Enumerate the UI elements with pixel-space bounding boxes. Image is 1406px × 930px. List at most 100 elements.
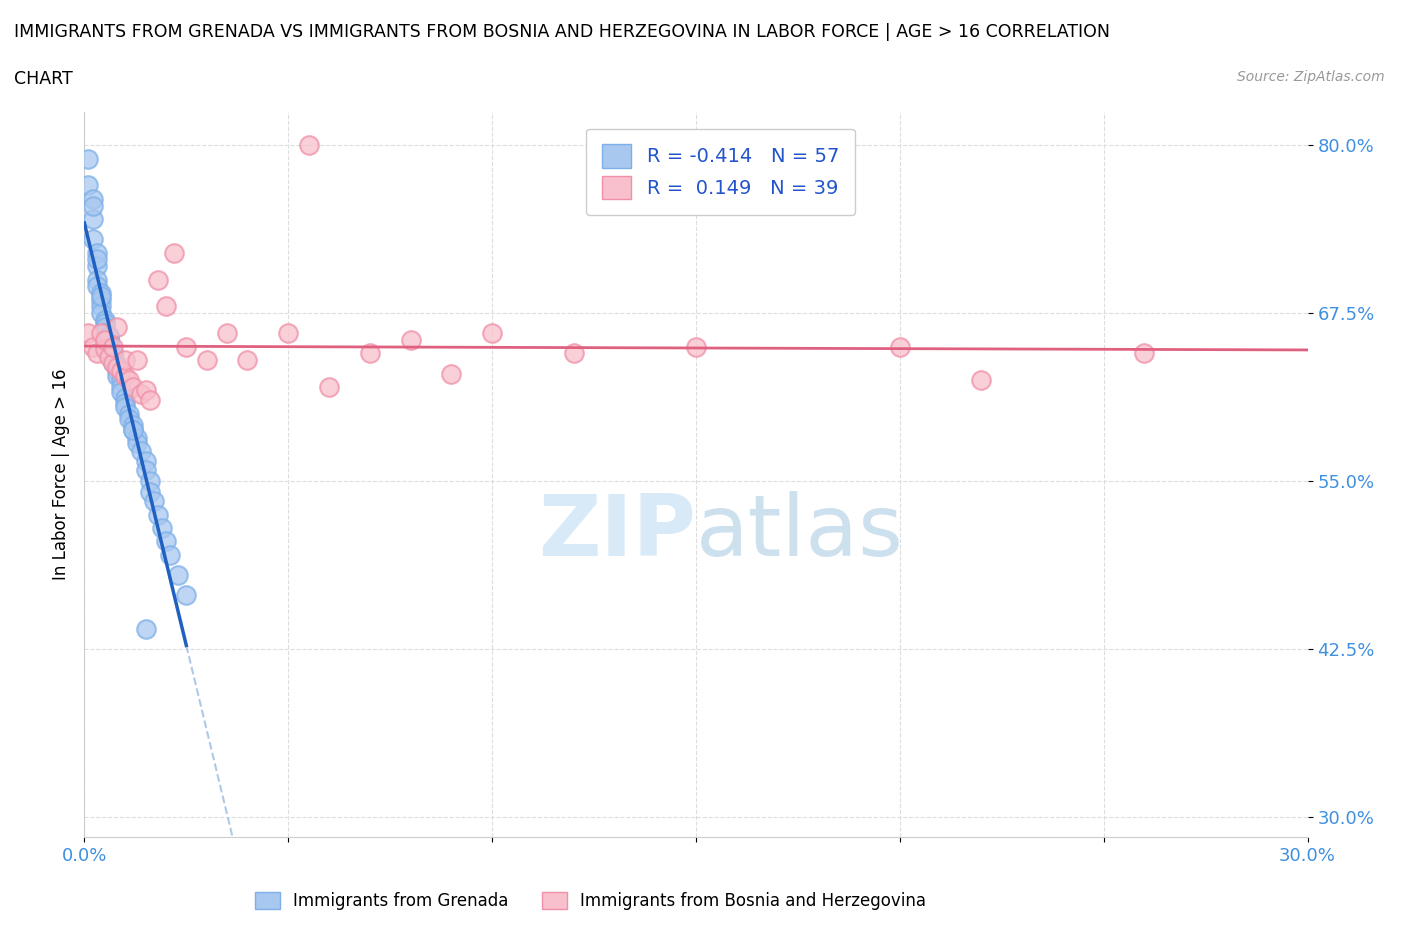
Point: [135, 621, 157, 636]
Point: [970, 373, 993, 388]
Point: [105, 358, 128, 373]
Point: [105, 359, 128, 374]
Point: [90, 288, 112, 303]
Point: [174, 339, 197, 354]
Point: [142, 494, 165, 509]
Point: [685, 339, 707, 354]
Point: [195, 352, 218, 367]
Point: [86, 246, 108, 260]
Point: [101, 339, 124, 354]
Point: [86, 346, 108, 361]
Point: [155, 299, 177, 313]
Point: [159, 548, 181, 563]
Point: [105, 364, 128, 379]
Point: [118, 412, 141, 427]
Point: [277, 326, 299, 340]
Point: [114, 400, 136, 415]
Point: [889, 339, 911, 354]
Text: IMMIGRANTS FROM GRENADA VS IMMIGRANTS FROM BOSNIA AND HERZEGOVINA IN LABOR FORCE: IMMIGRANTS FROM GRENADA VS IMMIGRANTS FR…: [14, 23, 1111, 41]
Point: [82, 198, 104, 213]
Point: [217, 326, 239, 340]
Point: [138, 473, 160, 488]
Point: [481, 326, 503, 340]
Point: [90, 299, 112, 313]
Point: [101, 346, 124, 361]
Point: [122, 418, 145, 432]
Point: [77, 178, 100, 193]
Point: [77, 326, 100, 340]
Point: [97, 328, 120, 343]
Point: [1133, 346, 1156, 361]
Point: [122, 379, 145, 394]
Y-axis label: In Labor Force | Age > 16: In Labor Force | Age > 16: [52, 368, 70, 580]
Point: [97, 342, 120, 357]
Point: [440, 366, 463, 381]
Point: [127, 352, 149, 367]
Point: [118, 373, 141, 388]
Point: [86, 252, 108, 267]
Point: [163, 246, 186, 260]
Point: [127, 436, 149, 451]
Point: [110, 373, 132, 388]
Point: [105, 319, 128, 334]
Point: [93, 315, 115, 330]
Point: [114, 391, 136, 405]
Point: [90, 326, 112, 340]
Point: [101, 350, 124, 365]
Point: [131, 386, 153, 401]
Point: [90, 286, 112, 300]
Point: [146, 272, 169, 287]
Point: [155, 534, 177, 549]
Point: [135, 382, 157, 397]
Point: [135, 463, 157, 478]
Point: [90, 306, 112, 321]
Point: [101, 355, 124, 370]
Point: [86, 279, 108, 294]
Point: [122, 422, 145, 437]
Point: [114, 352, 136, 367]
Point: [138, 393, 160, 408]
Point: [135, 454, 157, 469]
Point: [174, 588, 197, 603]
Text: atlas: atlas: [696, 491, 904, 574]
Point: [110, 364, 132, 379]
Point: [97, 333, 120, 348]
Point: [77, 152, 100, 166]
Point: [236, 352, 259, 367]
Point: [82, 339, 104, 354]
Point: [114, 395, 136, 410]
Point: [90, 292, 112, 307]
Point: [97, 350, 120, 365]
Point: [105, 369, 128, 384]
Point: [399, 333, 422, 348]
Point: [97, 337, 120, 352]
Point: [97, 328, 120, 343]
Point: [93, 319, 115, 334]
Point: [82, 232, 104, 246]
Point: [167, 567, 190, 582]
Point: [138, 485, 160, 499]
Legend: R = -0.414   N = 57, R =  0.149   N = 39: R = -0.414 N = 57, R = 0.149 N = 39: [586, 128, 855, 215]
Point: [562, 346, 585, 361]
Text: ZIP: ZIP: [538, 491, 696, 574]
Point: [110, 385, 132, 400]
Point: [86, 259, 108, 273]
Point: [131, 444, 153, 458]
Point: [318, 379, 340, 394]
Point: [93, 333, 115, 348]
Point: [110, 379, 132, 394]
Legend: Immigrants from Grenada, Immigrants from Bosnia and Herzegovina: Immigrants from Grenada, Immigrants from…: [249, 885, 932, 917]
Point: [150, 521, 173, 536]
Text: CHART: CHART: [14, 70, 73, 87]
Point: [82, 212, 104, 227]
Point: [114, 369, 136, 384]
Point: [93, 312, 115, 327]
Point: [82, 192, 104, 206]
Point: [359, 346, 381, 361]
Text: Source: ZipAtlas.com: Source: ZipAtlas.com: [1237, 70, 1385, 84]
Point: [146, 507, 169, 522]
Point: [93, 342, 115, 357]
Point: [86, 272, 108, 287]
Point: [122, 422, 145, 437]
Point: [127, 431, 149, 445]
